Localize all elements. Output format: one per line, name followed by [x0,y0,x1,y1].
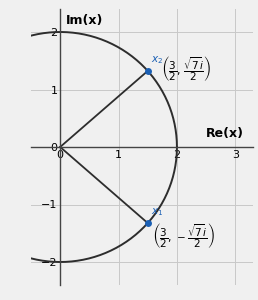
Text: $x_1$: $x_1$ [151,207,164,218]
Text: $\left(\dfrac{3}{2},\,-\dfrac{\sqrt{7}i}{2}\right)$: $\left(\dfrac{3}{2},\,-\dfrac{\sqrt{7}i}… [152,221,215,250]
Text: $x_2$: $x_2$ [151,55,164,66]
Text: $\left(\dfrac{3}{2},\,\dfrac{\sqrt{7}i}{2}\right)$: $\left(\dfrac{3}{2},\,\dfrac{\sqrt{7}i}{… [160,54,211,82]
Text: Im(x): Im(x) [66,14,103,27]
Text: Re(x): Re(x) [206,127,244,140]
